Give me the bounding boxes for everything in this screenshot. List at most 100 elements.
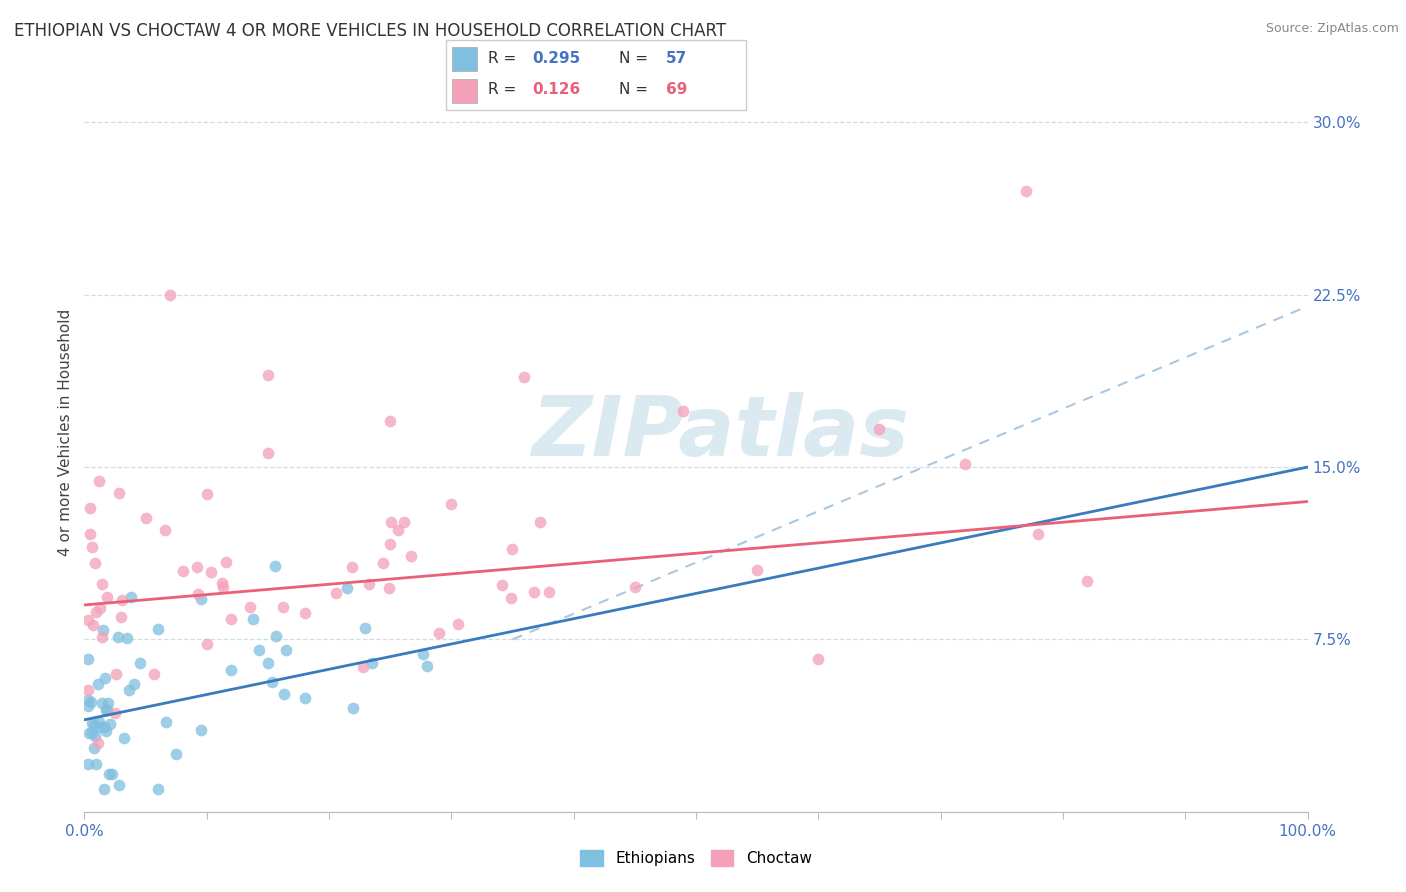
Point — [153, 523, 176, 537]
Bar — [453, 79, 477, 103]
Point — [89, 600, 111, 615]
Point — [359, 576, 381, 591]
Point — [1076, 574, 1098, 588]
Point — [440, 497, 463, 511]
Point — [953, 458, 976, 472]
Point — [146, 781, 169, 796]
Point — [84, 606, 107, 620]
Legend: Ethiopians, Choctaw: Ethiopians, Choctaw — [574, 844, 818, 872]
Point — [96, 590, 118, 604]
Point — [340, 560, 363, 574]
Point — [257, 446, 280, 460]
Point — [342, 701, 364, 715]
Point — [80, 540, 103, 554]
Point — [146, 622, 169, 636]
Point — [77, 692, 100, 706]
Point — [378, 581, 401, 595]
Point — [129, 656, 152, 670]
Point — [1015, 185, 1038, 199]
Point — [354, 621, 377, 635]
Text: Source: ZipAtlas.com: Source: ZipAtlas.com — [1265, 22, 1399, 36]
Text: ETHIOPIAN VS CHOCTAW 4 OR MORE VEHICLES IN HOUSEHOLD CORRELATION CHART: ETHIOPIAN VS CHOCTAW 4 OR MORE VEHICLES … — [14, 22, 725, 40]
Point — [135, 511, 157, 525]
Point — [94, 703, 117, 717]
Point — [94, 672, 117, 686]
Point — [200, 565, 222, 579]
Point — [186, 560, 208, 574]
Point — [325, 586, 347, 600]
Point — [115, 632, 138, 646]
Point — [118, 682, 141, 697]
Point — [97, 767, 120, 781]
Point — [239, 600, 262, 615]
Point — [165, 747, 187, 761]
Point — [79, 527, 101, 541]
Point — [427, 625, 450, 640]
Point — [77, 726, 100, 740]
Point — [82, 726, 104, 740]
Point — [447, 616, 470, 631]
Point — [274, 643, 297, 657]
Point — [190, 592, 212, 607]
Point — [491, 578, 513, 592]
Point — [352, 660, 374, 674]
Point — [195, 637, 218, 651]
Point — [172, 564, 194, 578]
FancyBboxPatch shape — [446, 40, 747, 110]
Text: 0.295: 0.295 — [533, 51, 581, 66]
Point — [273, 687, 295, 701]
Point — [294, 606, 316, 620]
Point — [87, 677, 110, 691]
Point — [97, 696, 120, 710]
Point — [257, 368, 280, 383]
Point — [219, 663, 242, 677]
Point — [501, 542, 523, 557]
Point — [112, 731, 135, 746]
Point — [294, 691, 316, 706]
Point — [271, 600, 294, 615]
Point — [672, 403, 695, 417]
Point — [361, 656, 384, 670]
Point — [499, 591, 522, 605]
Point — [869, 422, 891, 436]
Point — [104, 706, 127, 721]
Point — [747, 563, 769, 577]
Point — [1028, 527, 1050, 541]
Point — [190, 723, 212, 737]
Point — [82, 618, 104, 632]
Point — [260, 674, 283, 689]
Point — [242, 612, 264, 626]
Point — [371, 557, 394, 571]
Point — [77, 652, 100, 666]
Point — [401, 549, 423, 564]
Point — [523, 584, 546, 599]
Point — [120, 590, 142, 604]
Point — [807, 652, 830, 666]
Bar — [453, 47, 477, 70]
Point — [77, 682, 100, 697]
Point — [94, 724, 117, 739]
Text: ZIPatlas: ZIPatlas — [531, 392, 910, 473]
Point — [96, 703, 118, 717]
Point — [108, 485, 131, 500]
Point — [529, 515, 551, 529]
Point — [93, 720, 115, 734]
Y-axis label: 4 or more Vehicles in Household: 4 or more Vehicles in Household — [58, 309, 73, 557]
Point — [83, 729, 105, 743]
Point — [155, 715, 177, 730]
Point — [98, 717, 121, 731]
Point — [187, 587, 209, 601]
Point — [111, 592, 134, 607]
Text: 69: 69 — [665, 82, 688, 97]
Point — [212, 581, 235, 595]
Point — [211, 576, 233, 591]
Point — [412, 647, 434, 661]
Point — [91, 696, 114, 710]
Point — [219, 612, 242, 626]
Point — [91, 623, 114, 637]
Point — [380, 537, 402, 551]
Point — [84, 556, 107, 570]
Point — [77, 699, 100, 714]
Text: R =: R = — [488, 51, 520, 66]
Point — [247, 643, 270, 657]
